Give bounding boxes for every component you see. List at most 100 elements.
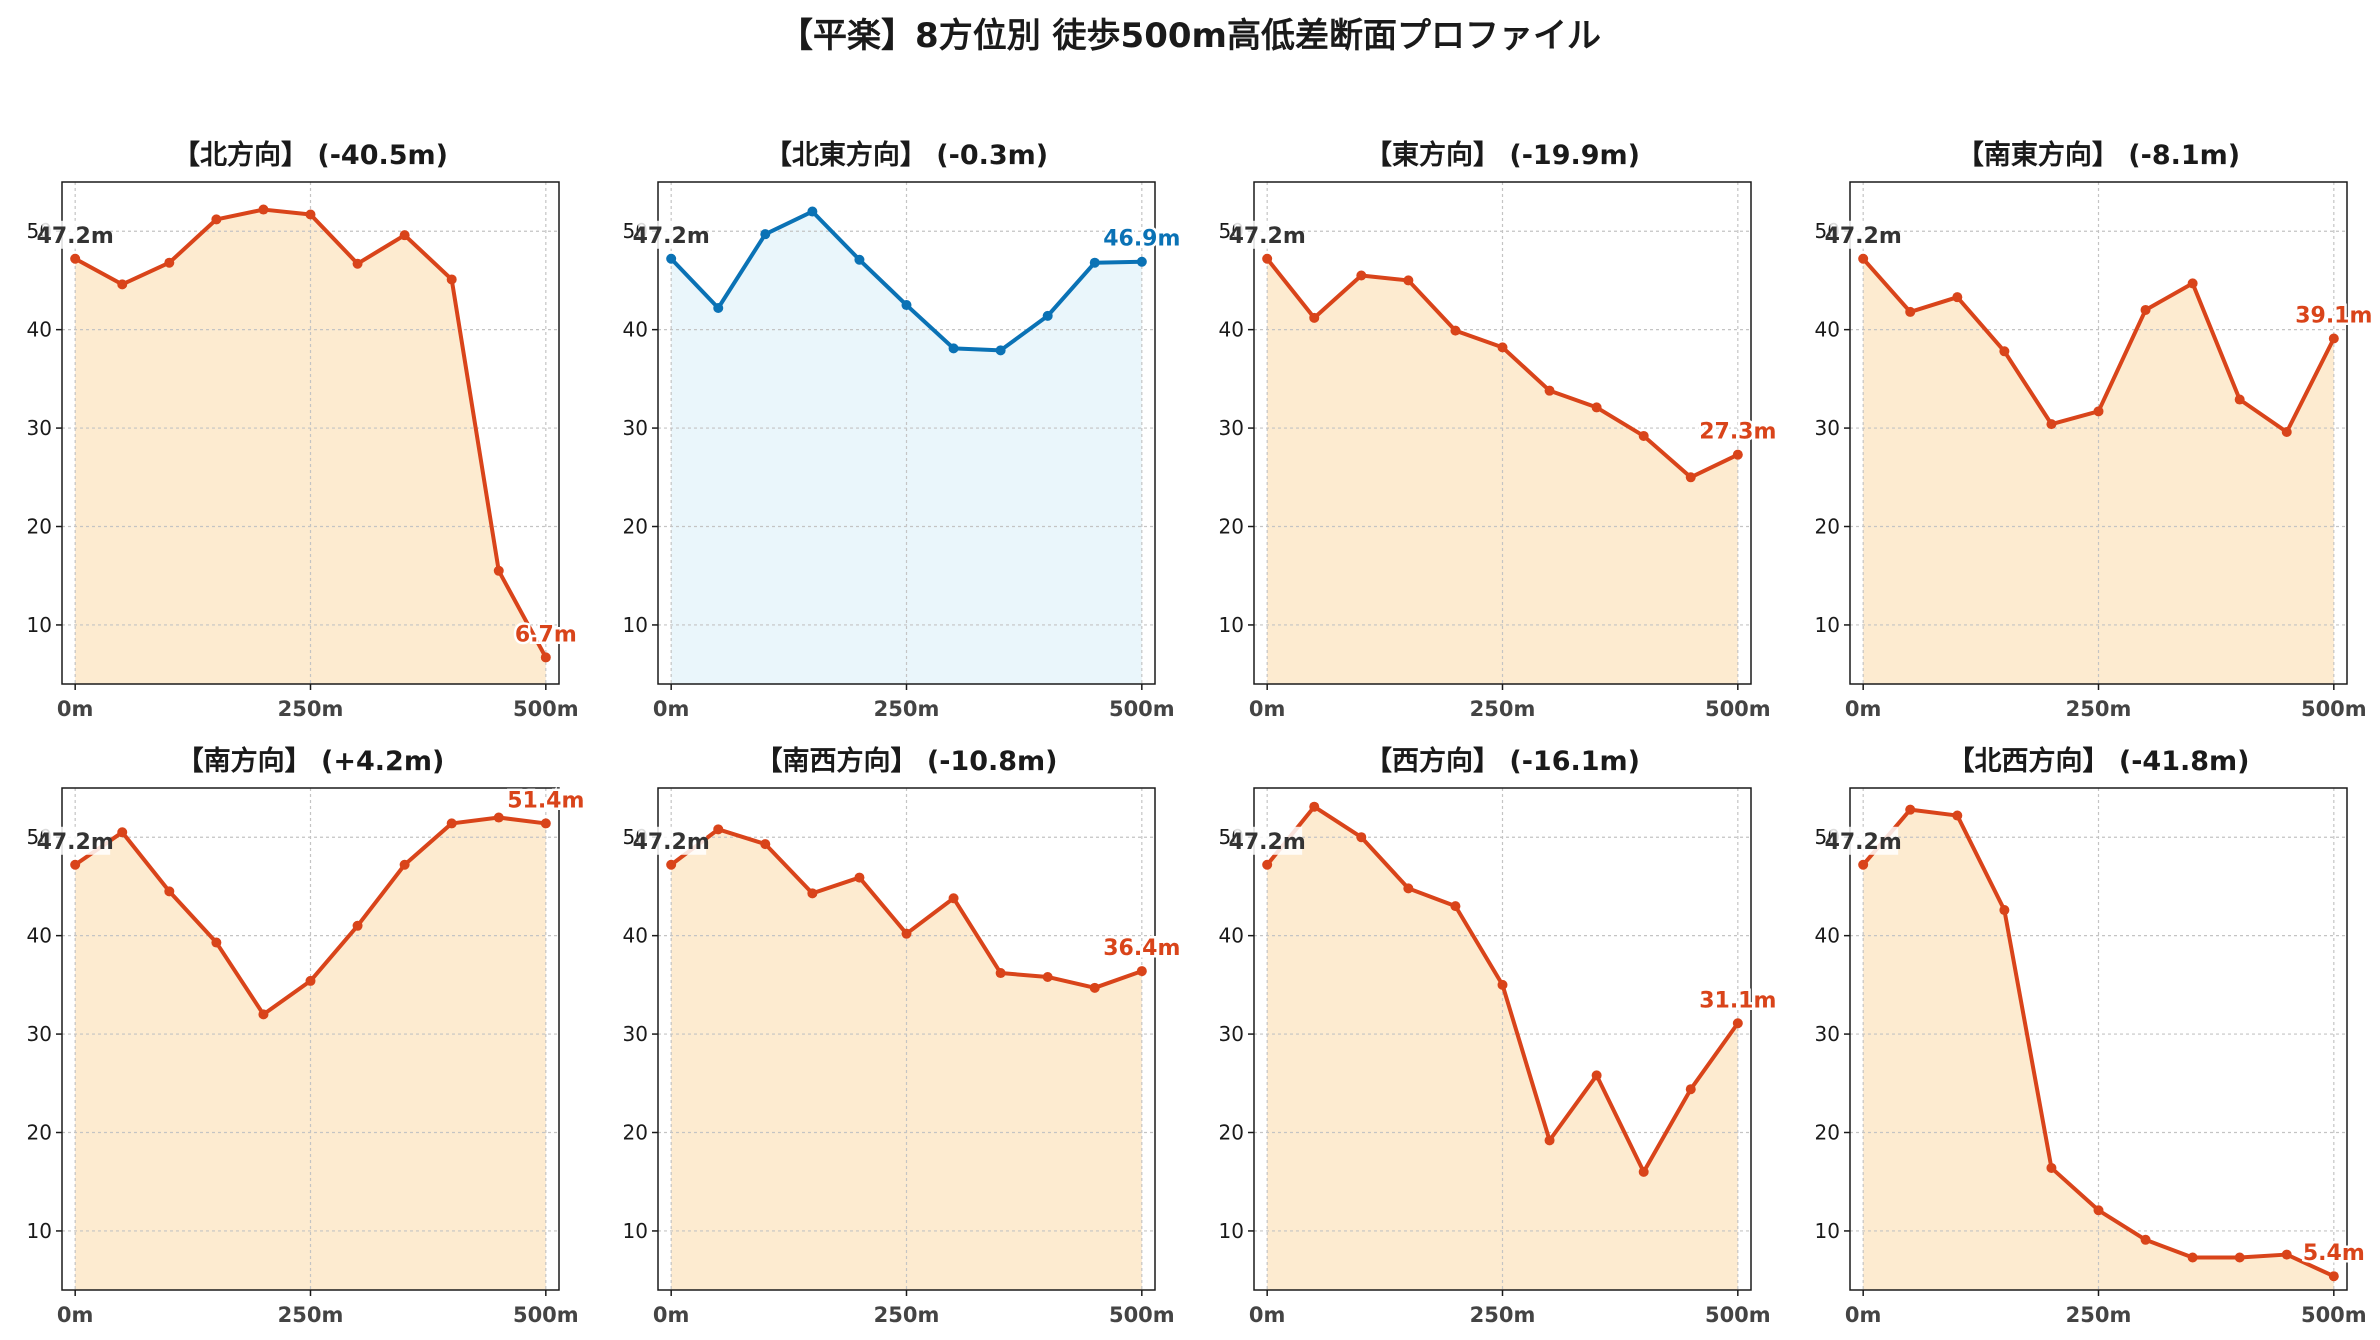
chart-2-point-8 <box>1042 310 1053 321</box>
chart-4-point-9 <box>2281 427 2292 438</box>
chart-3-point-8 <box>1638 430 1649 441</box>
chart-8-xtick-label-250: 250m <box>2066 1303 2132 1327</box>
chart-4-point-3 <box>1999 346 2010 357</box>
chart-7-end-label: 31.1m <box>1699 988 1776 1013</box>
chart-3-xtick-label-250: 250m <box>1470 697 1536 721</box>
chart-5-ytick-label-20: 20 <box>27 1121 52 1145</box>
chart-4-start-label: 47.2m <box>1825 224 1902 249</box>
chart-3-xtick-label-500: 500m <box>1705 697 1771 721</box>
chart-5-xtick-label-500: 500m <box>513 1303 579 1327</box>
chart-2-end-label: 46.9m <box>1103 227 1180 252</box>
chart-4-xtick-label-500: 500m <box>2301 697 2367 721</box>
chart-4-xtick-label-250: 250m <box>2066 697 2132 721</box>
chart-3-start-label: 47.2m <box>1229 224 1306 249</box>
chart-1-title: 【北方向】 (-40.5m) <box>173 139 448 171</box>
chart-6-title: 【南西方向】 (-10.8m) <box>755 745 1057 777</box>
chart-4-point-6 <box>2140 304 2151 315</box>
chart-7-point-3 <box>1403 883 1414 894</box>
chart-4-point-8 <box>2234 394 2245 405</box>
chart-5-point-9 <box>493 812 504 823</box>
chart-6-point-9 <box>1089 982 1100 993</box>
chart-8-point-1 <box>1905 804 1916 815</box>
chart-3-point-1 <box>1309 312 1320 323</box>
chart-7-xtick-label-0: 0m <box>1249 1303 1286 1327</box>
chart-6-xtick-label-0: 0m <box>653 1303 690 1327</box>
chart-4-ytick-label-40: 40 <box>1815 318 1840 342</box>
chart-8-point-2 <box>1952 810 1963 821</box>
chart-5-end-label: 51.4m <box>507 788 584 813</box>
chart-7-title: 【西方向】 (-16.1m) <box>1365 745 1640 777</box>
chart-2-start-label-box <box>638 220 707 249</box>
chart-5-point-8 <box>446 818 457 829</box>
chart-7-point-0 <box>1262 859 1273 870</box>
chart-7-point-10 <box>1732 1018 1743 1029</box>
chart-4-ytick-label-30: 30 <box>1815 416 1840 440</box>
chart-2-xtick-label-500: 500m <box>1109 697 1175 721</box>
chart-7-point-1 <box>1309 801 1320 812</box>
chart-1-point-7 <box>399 230 410 241</box>
chart-5-xtick-label-0: 0m <box>57 1303 94 1327</box>
chart-2-title: 【北東方向】 (-0.3m) <box>765 139 1048 171</box>
chart-8-start-label: 47.2m <box>1825 830 1902 855</box>
chart-5-start-label-box <box>42 826 111 855</box>
chart-6-ytick-label-10: 10 <box>623 1219 648 1243</box>
chart-1-point-1 <box>117 279 128 290</box>
chart-1-point-2 <box>164 257 175 268</box>
chart-4-point-1 <box>1905 306 1916 317</box>
chart-2-start-label: 47.2m <box>633 224 710 249</box>
chart-3-point-6 <box>1544 385 1555 396</box>
chart-1-point-4 <box>258 204 269 215</box>
figure-title: 【平楽】8方位別 徒歩500m高低差断面プロファイル <box>779 16 1601 56</box>
chart-4-point-10 <box>2328 333 2339 344</box>
chart-2-point-9 <box>1089 257 1100 268</box>
chart-5-ytick-label-10: 10 <box>27 1219 52 1243</box>
chart-6-start-label-box <box>638 826 707 855</box>
chart-6-end-label: 36.4m <box>1103 936 1180 961</box>
chart-1-point-6 <box>352 258 363 269</box>
chart-7-xtick-label-500: 500m <box>1705 1303 1771 1327</box>
chart-7-point-8 <box>1638 1166 1649 1177</box>
chart-2-point-4 <box>854 254 865 265</box>
chart-7-point-5 <box>1497 979 1508 990</box>
chart-2-point-6 <box>948 343 959 354</box>
chart-5-xtick-label-250: 250m <box>278 1303 344 1327</box>
chart-2-point-0 <box>666 253 677 264</box>
chart-6-point-8 <box>1042 971 1053 982</box>
chart-1-point-0 <box>70 253 81 264</box>
chart-3-start-label-box <box>1234 220 1303 249</box>
chart-8-point-8 <box>2234 1252 2245 1263</box>
chart-4-point-5 <box>2093 406 2104 417</box>
chart-3-end-label: 27.3m <box>1699 420 1776 445</box>
chart-5-point-6 <box>352 920 363 931</box>
chart-1-ytick-label-10: 10 <box>27 613 52 637</box>
chart-3-ytick-label-10: 10 <box>1219 613 1244 637</box>
chart-4-point-0 <box>1858 253 1869 264</box>
chart-8-title: 【北西方向】 (-41.8m) <box>1947 745 2249 777</box>
chart-5-point-4 <box>258 1009 269 1020</box>
chart-6-point-3 <box>807 888 818 899</box>
chart-3-point-0 <box>1262 253 1273 264</box>
chart-5-point-2 <box>164 886 175 897</box>
chart-2-ytick-label-40: 40 <box>623 318 648 342</box>
chart-8-ytick-label-20: 20 <box>1815 1121 1840 1145</box>
chart-6-xtick-label-250: 250m <box>874 1303 940 1327</box>
chart-3-point-3 <box>1403 275 1414 286</box>
chart-1-point-5 <box>305 209 316 220</box>
chart-2-point-5 <box>901 300 912 311</box>
chart-4-point-7 <box>2187 278 2198 289</box>
chart-2-point-1 <box>713 302 724 313</box>
chart-2-xtick-label-0: 0m <box>653 697 690 721</box>
chart-3-point-2 <box>1356 270 1367 281</box>
chart-6-point-2 <box>760 839 771 850</box>
chart-3-title: 【東方向】 (-19.9m) <box>1365 139 1640 171</box>
chart-8-xtick-label-0: 0m <box>1845 1303 1882 1327</box>
chart-8-point-3 <box>1999 905 2010 916</box>
chart-4-end-label: 39.1m <box>2295 304 2372 329</box>
chart-8-ytick-label-40: 40 <box>1815 924 1840 948</box>
